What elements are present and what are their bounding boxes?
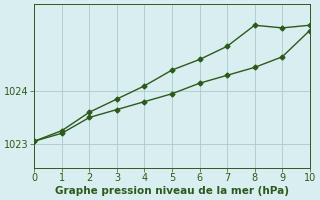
X-axis label: Graphe pression niveau de la mer (hPa): Graphe pression niveau de la mer (hPa) <box>55 186 289 196</box>
